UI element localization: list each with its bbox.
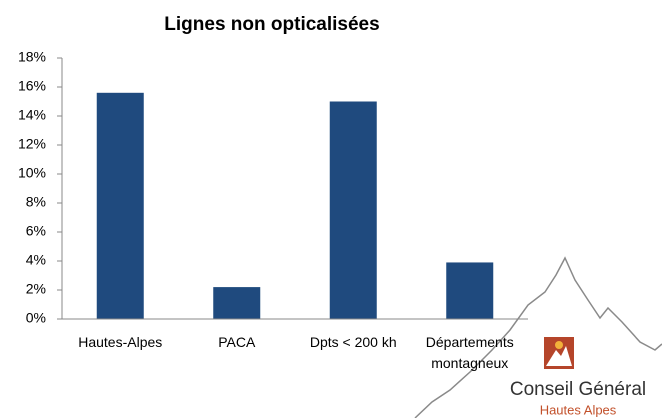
x-tick-label: Hautes-Alpes [78,334,163,350]
bar [329,101,377,319]
y-tick-label: 0% [26,310,46,326]
mountain-outline [414,256,662,418]
y-tick-label: 14% [18,107,46,123]
x-tick-label: Départements montagneux [425,334,514,371]
logo-icon-peak [546,346,572,366]
logo-icon-sun [555,341,563,349]
bar [96,92,144,319]
y-tick-label: 2% [26,281,46,297]
y-tick-label: 10% [18,165,46,181]
x-tick-label: Dpts < 200 kh [309,334,397,350]
y-tick-label: 6% [26,223,46,239]
logo-subtitle: Hautes Alpes [540,402,617,417]
y-tick-label: 18% [18,49,46,65]
bar [446,262,494,319]
y-tick-label: 4% [26,252,46,268]
chart-title: Lignes non opticalisées [164,14,379,35]
y-tick-label: 12% [18,136,46,152]
y-tick-label: 16% [18,78,46,94]
logo-title: Conseil Général [510,379,646,400]
y-tick-label: 8% [26,194,46,210]
x-tick-label: PACA [218,334,256,350]
bar [213,287,261,319]
